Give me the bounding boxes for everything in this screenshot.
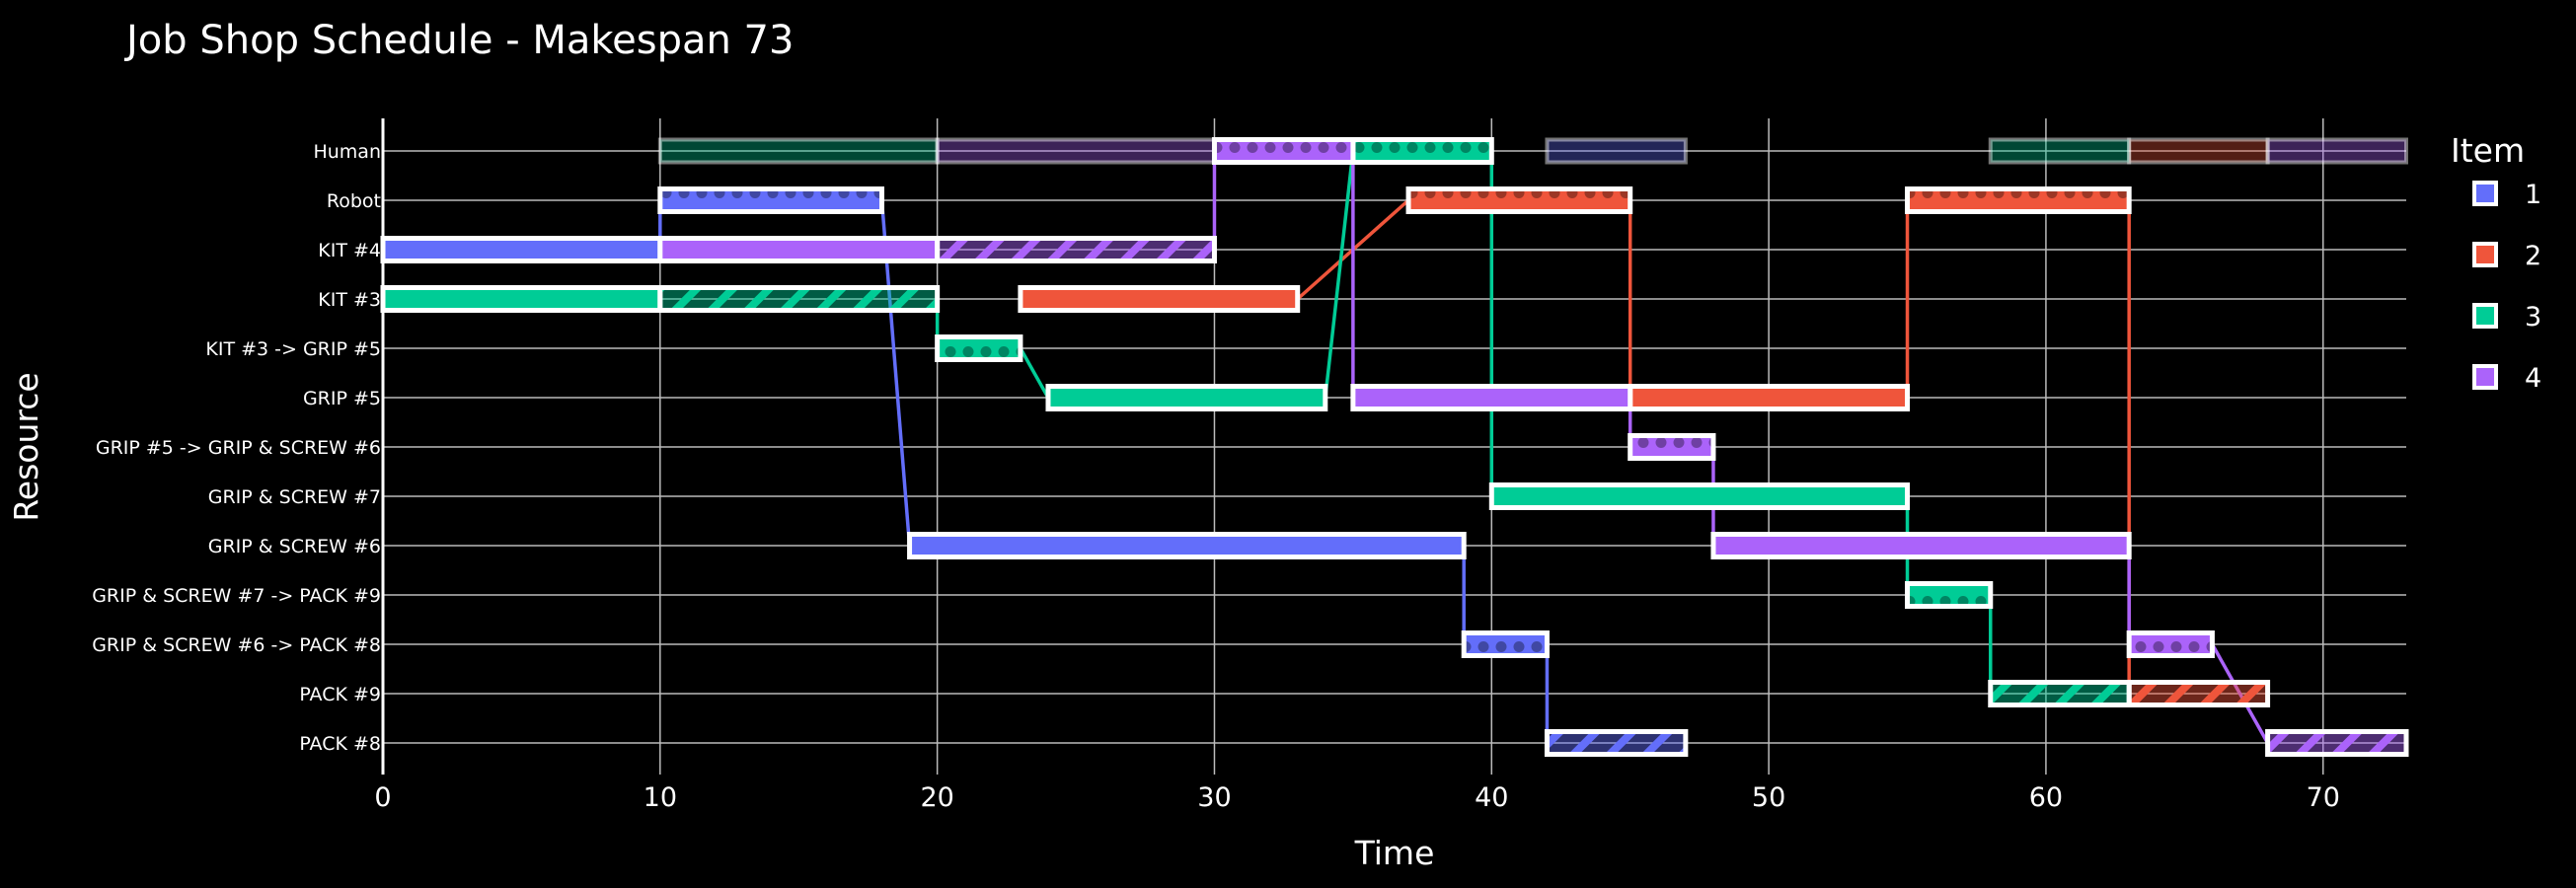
- legend: Item 1 2 3 4: [2451, 131, 2541, 394]
- task-bar-item-1: [380, 236, 663, 263]
- task-bar-item-3: [1350, 137, 1494, 165]
- x-axis-title: Time: [1354, 834, 1435, 872]
- y-tick-label: KIT #3: [318, 289, 381, 311]
- legend-title: Item: [2451, 131, 2525, 170]
- flow-line-item-3: [1324, 150, 1355, 399]
- y-tick-label: GRIP #5: [303, 388, 381, 409]
- legend-label-4: 4: [2525, 363, 2541, 394]
- task-bars: [380, 137, 2409, 757]
- task-bar-item-2: [1628, 384, 1911, 411]
- y-tick-label: GRIP & SCREW #7 -> PACK #9: [92, 585, 381, 607]
- y-tick-label: GRIP & SCREW #6: [208, 536, 381, 557]
- task-bar-item-2: [1405, 186, 1633, 214]
- task-bar-item-1: [1544, 729, 1689, 757]
- y-tick-label: PACK #8: [299, 733, 381, 755]
- task-bar-item-3: [935, 334, 1023, 362]
- human-bar-item-1: [1545, 137, 1688, 165]
- x-tick-label: 50: [1752, 782, 1785, 813]
- task-bar-item-2: [2126, 680, 2271, 707]
- legend-label-3: 3: [2525, 302, 2541, 333]
- x-tick-label: 30: [1197, 782, 1231, 813]
- x-tick-label: 60: [2029, 782, 2063, 813]
- y-tick-label: KIT #3 -> GRIP #5: [205, 338, 381, 360]
- task-bar-item-1: [1461, 630, 1550, 658]
- legend-label-2: 2: [2525, 241, 2541, 271]
- x-tick-label: 40: [1475, 782, 1508, 813]
- chart-title: Job Shop Schedule - Makespan 73: [126, 18, 795, 63]
- x-axis-ticks: 0 10 20 30 40 50 60 70: [374, 782, 2340, 813]
- task-bar-item-2: [1018, 285, 1301, 313]
- x-tick-label: 0: [374, 782, 391, 813]
- y-tick-label: Human: [313, 141, 381, 163]
- task-bar-item-3: [1905, 581, 1994, 609]
- human-bar-item-4: [2265, 137, 2409, 165]
- y-axis-labels: Human Robot KIT #4 KIT #3 KIT #3 -> GRIP #5 G…: [92, 141, 381, 755]
- task-bar-item-4: [1710, 532, 2132, 559]
- task-bar-item-3: [1045, 384, 1328, 411]
- human-occupancy-bars: [657, 137, 2409, 165]
- y-tick-label: GRIP & SCREW #7: [208, 486, 381, 508]
- human-bar-item-3: [657, 137, 940, 165]
- legend-swatch-3: [2472, 303, 2498, 329]
- y-tick-label: PACK #9: [299, 684, 381, 705]
- task-bar-item-4: [935, 236, 1217, 263]
- y-tick-label: Robot: [327, 190, 381, 212]
- task-bar-item-4: [2126, 630, 2215, 658]
- task-bar-item-3: [657, 285, 941, 313]
- y-tick-label: GRIP #5 -> GRIP & SCREW #6: [96, 437, 381, 459]
- task-bar-item-1: [907, 532, 1467, 559]
- x-tick-label: 10: [644, 782, 677, 813]
- human-bar-item-3: [1988, 137, 2132, 165]
- y-axis-title: Resource: [7, 372, 45, 521]
- task-bar-item-3: [380, 285, 663, 313]
- legend-swatch-4: [2472, 364, 2498, 390]
- task-bar-item-4: [1350, 384, 1633, 411]
- task-bar-item-2: [1905, 186, 2132, 214]
- x-tick-label: 70: [2307, 782, 2340, 813]
- grid: [383, 118, 2406, 775]
- legend-label-1: 1: [2525, 180, 2541, 210]
- task-bar-item-4: [2265, 729, 2409, 757]
- flow-line-item-3: [1019, 347, 1050, 399]
- task-bar-item-4: [1628, 433, 1716, 461]
- task-bar-item-4: [657, 236, 941, 263]
- legend-swatch-1: [2472, 181, 2498, 206]
- task-bar-item-1: [657, 186, 884, 214]
- legend-swatch-2: [2472, 242, 2498, 267]
- y-tick-label: KIT #4: [318, 240, 381, 261]
- y-tick-label: GRIP & SCREW #6 -> PACK #8: [92, 634, 381, 656]
- human-bar-item-4: [935, 137, 1217, 165]
- x-tick-label: 20: [920, 782, 953, 813]
- task-bar-item-3: [1488, 482, 1911, 510]
- task-bar-item-3: [1988, 680, 2132, 707]
- human-bar-item-2: [2127, 137, 2270, 165]
- task-bar-item-4: [1211, 137, 1356, 165]
